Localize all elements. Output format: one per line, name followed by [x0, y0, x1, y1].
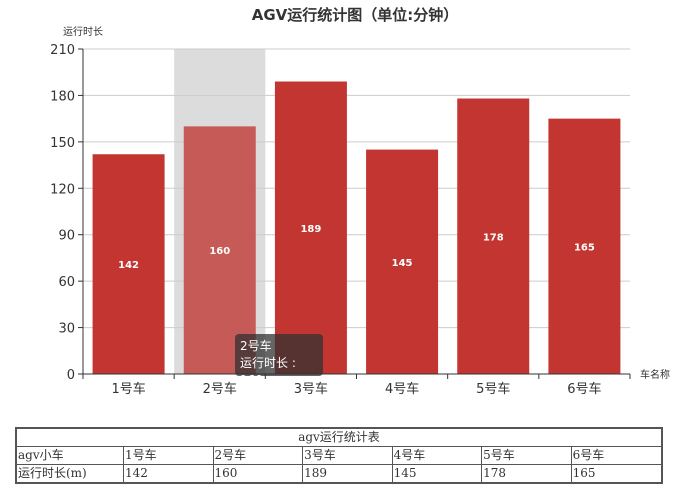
table-cell: 5号车 — [481, 446, 572, 465]
y-tick-label: 90 — [58, 229, 75, 244]
bar-value-label: 165 — [574, 242, 595, 253]
bar — [183, 126, 256, 374]
y-tick-label: 0 — [67, 368, 75, 383]
table-row: 运行时长(m) 142 160 189 145 178 165 — [15, 464, 663, 484]
table-cell: 145 — [391, 464, 483, 484]
bar — [366, 149, 439, 374]
tooltip-value: 运行时长 : 160 — [240, 356, 296, 387]
bar-value-label: 145 — [392, 258, 413, 269]
x-tick-label: 6号车 — [567, 381, 601, 397]
x-tick-label: 5号车 — [476, 381, 510, 397]
table-title: agv运行统计表 — [15, 427, 663, 447]
table-cell: 178 — [481, 464, 572, 484]
bar — [274, 81, 347, 374]
table-cell: 2号车 — [212, 446, 304, 465]
table-cell: 189 — [302, 464, 393, 484]
y-tick-label: 180 — [50, 89, 75, 104]
table-cell: 142 — [123, 464, 214, 484]
bar-value-label: 142 — [118, 260, 139, 271]
chart-title: AGV运行统计图（单位:分钟） — [252, 6, 459, 24]
table-cell: 160 — [212, 464, 304, 484]
x-tick-label: 4号车 — [385, 381, 419, 397]
table-cell: agv小车 — [15, 446, 124, 465]
y-axis-label: 运行时长 — [63, 25, 103, 38]
table-cell: 4号车 — [391, 446, 483, 465]
bar — [457, 98, 530, 375]
y-tick-label: 60 — [58, 275, 75, 290]
x-tick-label: 2号车 — [203, 381, 237, 397]
table-cell: 6号车 — [570, 446, 663, 465]
table-cell: 1号车 — [123, 446, 214, 465]
tooltip-number: 160 — [240, 373, 263, 387]
bar-value-label: 178 — [483, 232, 504, 243]
bar-chart: AGV运行统计图（单位:分钟） 运行时长 车名称 142 160 189 145 178… — [50, 6, 670, 397]
stats-table: agv运行统计表 agv小车 1号车 2号车 3号车 4号车 5号车 6号车 运… — [15, 427, 663, 484]
x-axis-label: 车名称 — [640, 368, 670, 381]
table-header-row: agv小车 1号车 2号车 3号车 4号车 5号车 6号车 — [15, 446, 663, 465]
bar — [548, 118, 621, 375]
x-tick-label: 1号车 — [111, 381, 145, 397]
y-tick-label: 210 — [50, 43, 75, 58]
tooltip-label: 运行时长 — [240, 356, 289, 370]
bar — [92, 154, 165, 374]
x-tick-label: 3号车 — [294, 381, 328, 397]
bar-value-label: 160 — [209, 246, 230, 257]
table-cell: 165 — [570, 464, 663, 484]
tooltip: 2号车 运行时长 : 160 — [235, 334, 323, 387]
table-cell: 3号车 — [302, 446, 393, 465]
y-tick-label: 30 — [58, 322, 75, 337]
table-cell: 运行时长(m) — [15, 464, 124, 484]
tooltip-title: 2号车 — [240, 339, 272, 353]
y-tick-label: 150 — [50, 136, 75, 151]
bar-value-label: 189 — [300, 224, 321, 235]
y-tick-label: 120 — [50, 182, 75, 197]
